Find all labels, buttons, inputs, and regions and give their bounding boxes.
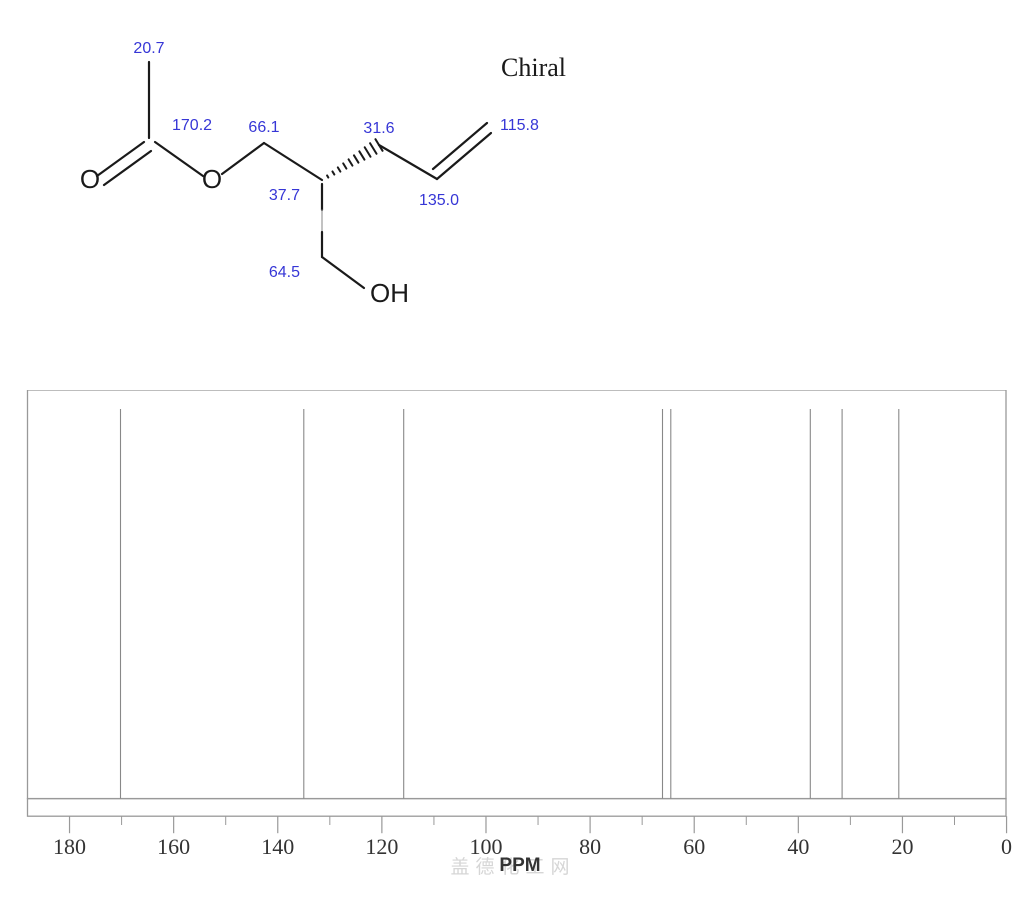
svg-text:160: 160	[157, 834, 190, 859]
svg-text:115.8: 115.8	[500, 117, 539, 134]
svg-text:0: 0	[1001, 834, 1012, 859]
svg-text:135.0: 135.0	[419, 192, 459, 209]
svg-text:20.7: 20.7	[133, 40, 164, 57]
svg-text:OH: OH	[370, 278, 409, 308]
svg-text:120: 120	[365, 834, 398, 859]
svg-text:66.1: 66.1	[248, 119, 279, 136]
svg-text:O: O	[202, 164, 222, 194]
svg-text:40: 40	[787, 834, 809, 859]
svg-text:Chiral: Chiral	[501, 53, 566, 82]
svg-text:31.6: 31.6	[363, 120, 394, 137]
svg-text:37.7: 37.7	[269, 187, 300, 204]
svg-text:PPM: PPM	[499, 855, 540, 876]
svg-text:80: 80	[579, 834, 601, 859]
svg-text:O: O	[80, 164, 100, 194]
svg-text:60: 60	[683, 834, 705, 859]
svg-text:20: 20	[891, 834, 913, 859]
svg-text:170.2: 170.2	[172, 117, 212, 134]
svg-text:64.5: 64.5	[269, 264, 300, 281]
svg-text:140: 140	[261, 834, 294, 859]
svg-text:180: 180	[53, 834, 86, 859]
svg-text:100: 100	[469, 834, 502, 859]
